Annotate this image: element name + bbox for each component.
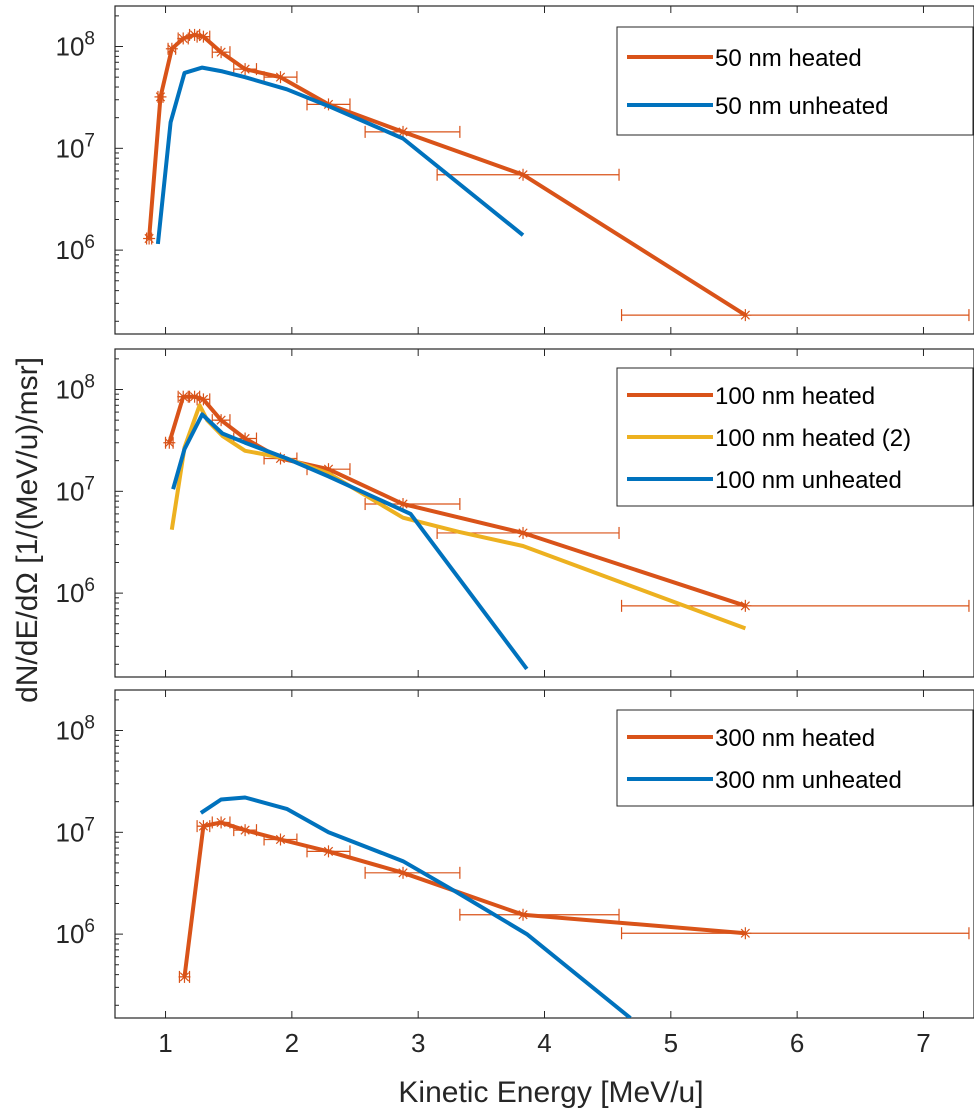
- data-point-marker: [397, 125, 410, 138]
- data-point-marker: [397, 866, 410, 879]
- legend-box: [616, 26, 974, 136]
- series-line-2: [199, 795, 632, 1018]
- legend: 50 nm heated 50 nm unheated: [616, 26, 974, 136]
- y-tick-label: 106: [56, 232, 96, 265]
- data-point-marker: [188, 390, 201, 403]
- data-point-marker: [177, 32, 190, 45]
- data-point-marker: [274, 833, 287, 846]
- data-point-marker: [197, 30, 210, 43]
- x-tick-label: 4: [537, 1028, 551, 1058]
- data-point-marker: [322, 845, 335, 858]
- data-point-marker: [517, 526, 530, 539]
- legend: 300 nm heated 300 nm unheated: [616, 709, 974, 807]
- y-tick-label: 106: [56, 916, 96, 949]
- series-line-2: [155, 65, 525, 245]
- data-point-marker: [739, 599, 752, 612]
- legend-label: 300 nm heated: [715, 725, 875, 752]
- legend-label: 100 nm heated (2): [715, 425, 911, 452]
- x-tick-label: 2: [285, 1028, 299, 1058]
- data-point-marker: [143, 232, 156, 245]
- legend-label: 300 nm unheated: [715, 767, 902, 794]
- data-point-marker: [197, 393, 210, 406]
- data-point-marker: [517, 908, 530, 921]
- y-tick-label: 107: [56, 814, 96, 847]
- y-tick-label: 107: [56, 473, 96, 506]
- legend-box: [616, 709, 974, 807]
- data-point-marker: [197, 820, 210, 833]
- x-tick-label: 6: [790, 1028, 804, 1058]
- data-point-marker: [165, 42, 178, 55]
- data-point-marker: [188, 28, 201, 41]
- legend-label: 100 nm heated: [715, 383, 875, 410]
- data-point-marker: [215, 46, 228, 59]
- y-tick-label: 108: [56, 372, 96, 405]
- data-point-marker: [239, 824, 252, 837]
- y-tick-label: 108: [56, 713, 96, 746]
- data-point-marker: [739, 927, 752, 940]
- x-tick-label: 5: [664, 1028, 678, 1058]
- x-tick-label: 7: [916, 1028, 930, 1058]
- chart-panel-3: 1 2 3 4 5 6 7 106 107 108 300 nm heated 300 nm unhe…: [56, 689, 974, 1058]
- series-group: [178, 795, 970, 1018]
- legend-label: 50 nm heated: [715, 45, 862, 72]
- x-axis-label: Kinetic Energy [MeV/u]: [398, 1076, 703, 1109]
- x-tick-label: 3: [411, 1028, 425, 1058]
- data-point-marker: [215, 816, 228, 829]
- series-line-3: [171, 412, 529, 671]
- y-tick-label: 107: [56, 130, 96, 163]
- data-point-marker: [739, 309, 752, 322]
- data-point-marker: [177, 390, 190, 403]
- data-point-marker: [517, 168, 530, 181]
- data-point-marker: [215, 414, 228, 427]
- x-tick-label: 1: [158, 1028, 172, 1058]
- data-point-marker: [163, 436, 176, 449]
- data-point-marker: [154, 90, 167, 103]
- y-tick-label: 108: [56, 29, 96, 62]
- data-point-marker: [178, 970, 191, 983]
- y-axis-label: dN/dE/dΩ [1/(MeV/u)/msr]: [11, 357, 44, 703]
- series-group: [143, 28, 970, 322]
- data-point-marker: [274, 71, 287, 84]
- legend-label: 100 nm unheated: [715, 467, 902, 494]
- legend-label: 50 nm unheated: [715, 93, 888, 120]
- data-point-marker: [397, 498, 410, 511]
- data-point-marker: [239, 63, 252, 76]
- series-group: [163, 390, 970, 671]
- y-tick-label: 106: [56, 575, 96, 608]
- chart-panel-1: 106 107 108 50 nm heated 50 nm unheated: [56, 5, 974, 335]
- legend: 100 nm heated 100 nm heated (2) 100 nm unh…: [616, 367, 974, 507]
- series-line-2: [169, 403, 747, 631]
